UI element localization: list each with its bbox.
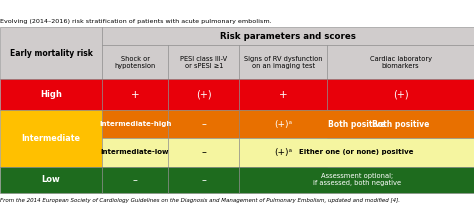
Bar <box>168 167 239 193</box>
Text: Early mortality risk: Early mortality risk <box>9 49 92 58</box>
Text: Signs of RV dysfunction
on an imaging test: Signs of RV dysfunction on an imaging te… <box>244 56 322 69</box>
Text: Risk parameters and scores: Risk parameters and scores <box>220 32 356 41</box>
Bar <box>239 79 327 110</box>
Text: –: – <box>201 119 206 129</box>
Bar <box>0 79 102 110</box>
Text: (+)ᵃ: (+)ᵃ <box>274 119 292 129</box>
Bar <box>168 79 239 110</box>
Text: –: – <box>201 175 206 185</box>
Bar <box>239 138 474 167</box>
Text: PESI class III-V
or sPESI ≥1: PESI class III-V or sPESI ≥1 <box>180 56 228 69</box>
Text: Both positive: Both positive <box>372 119 429 129</box>
Text: High: High <box>40 90 62 99</box>
Text: (+)ᵃ: (+)ᵃ <box>274 148 292 157</box>
Bar <box>102 27 474 45</box>
Text: Intermediate-high: Intermediate-high <box>99 121 171 127</box>
Bar <box>239 138 327 167</box>
Text: Intermediate-low: Intermediate-low <box>101 149 169 156</box>
Bar <box>102 79 168 110</box>
Text: –: – <box>133 175 137 185</box>
Text: Both positive: Both positive <box>328 119 385 129</box>
Bar <box>239 110 327 138</box>
Text: Assessment optional;
if assessed, both negative: Assessment optional; if assessed, both n… <box>313 173 401 186</box>
Text: (+): (+) <box>196 90 211 99</box>
Text: Cardiac laboratory
biomarkers: Cardiac laboratory biomarkers <box>370 56 431 69</box>
Bar <box>239 110 474 138</box>
Text: –: – <box>201 147 206 157</box>
Text: Either one (or none) positive: Either one (or none) positive <box>300 149 414 156</box>
Text: Low: Low <box>42 175 60 184</box>
Bar <box>327 79 474 110</box>
Text: +: + <box>279 90 288 99</box>
Bar <box>168 45 239 79</box>
Text: Intermediate: Intermediate <box>21 134 81 143</box>
Text: Shock or
hypotension: Shock or hypotension <box>114 56 156 69</box>
Bar <box>239 167 474 193</box>
Bar <box>239 45 327 79</box>
Bar <box>0 27 102 79</box>
Bar <box>102 167 168 193</box>
Text: Evolving (2014–2016) risk stratification of patients with acute pulmonary emboli: Evolving (2014–2016) risk stratification… <box>0 19 272 24</box>
Bar <box>0 110 102 167</box>
Text: (+): (+) <box>393 90 408 99</box>
Bar <box>102 138 168 167</box>
Bar <box>327 110 474 138</box>
Bar <box>327 45 474 79</box>
Bar <box>0 167 102 193</box>
Text: From the 2014 European Society of Cardiology Guidelines on the Diagnosis and Man: From the 2014 European Society of Cardio… <box>0 198 400 203</box>
Text: +: + <box>131 90 139 99</box>
Bar <box>168 110 239 138</box>
Bar <box>168 138 239 167</box>
Bar <box>102 45 168 79</box>
Bar <box>102 110 168 138</box>
